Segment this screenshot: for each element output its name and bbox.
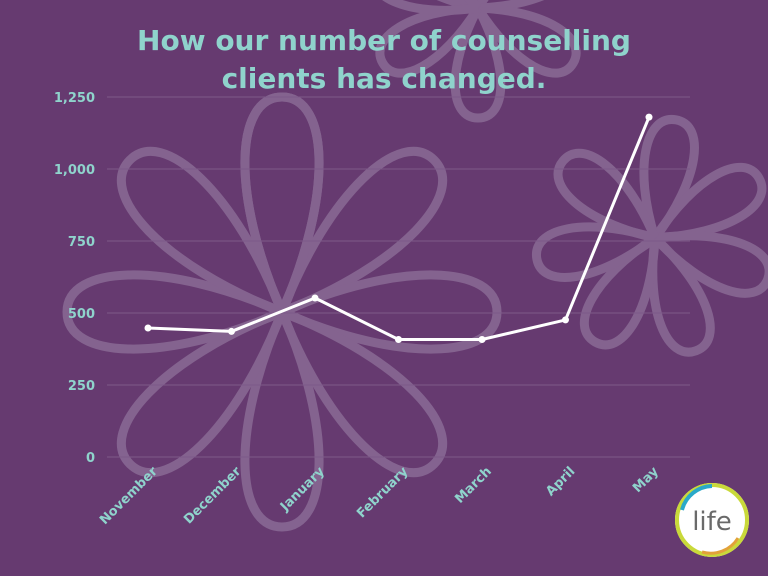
y-axis-ticks: 0 250 500 750 1,000 1,250: [54, 91, 95, 466]
y-tick-label: 750: [68, 235, 95, 250]
flower-petal: [240, 310, 324, 532]
data-point: [562, 316, 569, 324]
y-tick-label: 250: [68, 379, 95, 394]
x-tick-label: November: [97, 464, 161, 528]
data-point: [311, 294, 319, 302]
flower-petal: [648, 234, 715, 357]
x-tick-label: December: [181, 464, 244, 527]
data-point: [228, 327, 235, 335]
flower-petal: [116, 307, 287, 478]
life-logo: life: [675, 483, 749, 557]
flower-petal: [277, 307, 448, 478]
y-tick-label: 500: [68, 307, 95, 322]
flower-petal: [651, 231, 768, 298]
x-axis-ticks: November December January February March Apri…: [97, 464, 662, 528]
flower-petal: [116, 146, 287, 317]
series-line-group: [144, 113, 653, 343]
flower-petal: [474, 3, 581, 78]
data-point: [478, 335, 486, 343]
flower-petal: [280, 270, 502, 354]
logo-text: life: [692, 507, 732, 537]
data-point: [144, 324, 152, 332]
flower-petal: [240, 92, 324, 314]
y-tick-label: 0: [86, 451, 95, 466]
x-tick-label: February: [354, 464, 412, 522]
chart-grid: [107, 96, 690, 458]
flower-petal: [382, 0, 482, 15]
x-tick-label: April: [543, 464, 578, 499]
y-tick-label: 1,250: [54, 91, 95, 106]
flower-petal: [580, 234, 660, 350]
flower-decoration: [62, 0, 768, 532]
flower-petal: [553, 148, 660, 243]
data-point: [395, 335, 402, 343]
flower-petal: [450, 5, 506, 123]
chart-title: How our number of counselling clients ha…: [137, 24, 631, 95]
y-tick-label: 1,000: [54, 163, 95, 178]
x-tick-label: March: [452, 464, 494, 506]
flower-petal: [240, 92, 324, 314]
flower-petal: [62, 270, 284, 354]
x-tick-label: May: [630, 464, 662, 496]
flower-petal: [277, 146, 448, 317]
flower-petal: [651, 163, 767, 243]
flower-petal: [639, 115, 699, 241]
flower-petal: [532, 222, 658, 282]
data-point: [645, 113, 653, 121]
flower-petal: [375, 3, 482, 78]
